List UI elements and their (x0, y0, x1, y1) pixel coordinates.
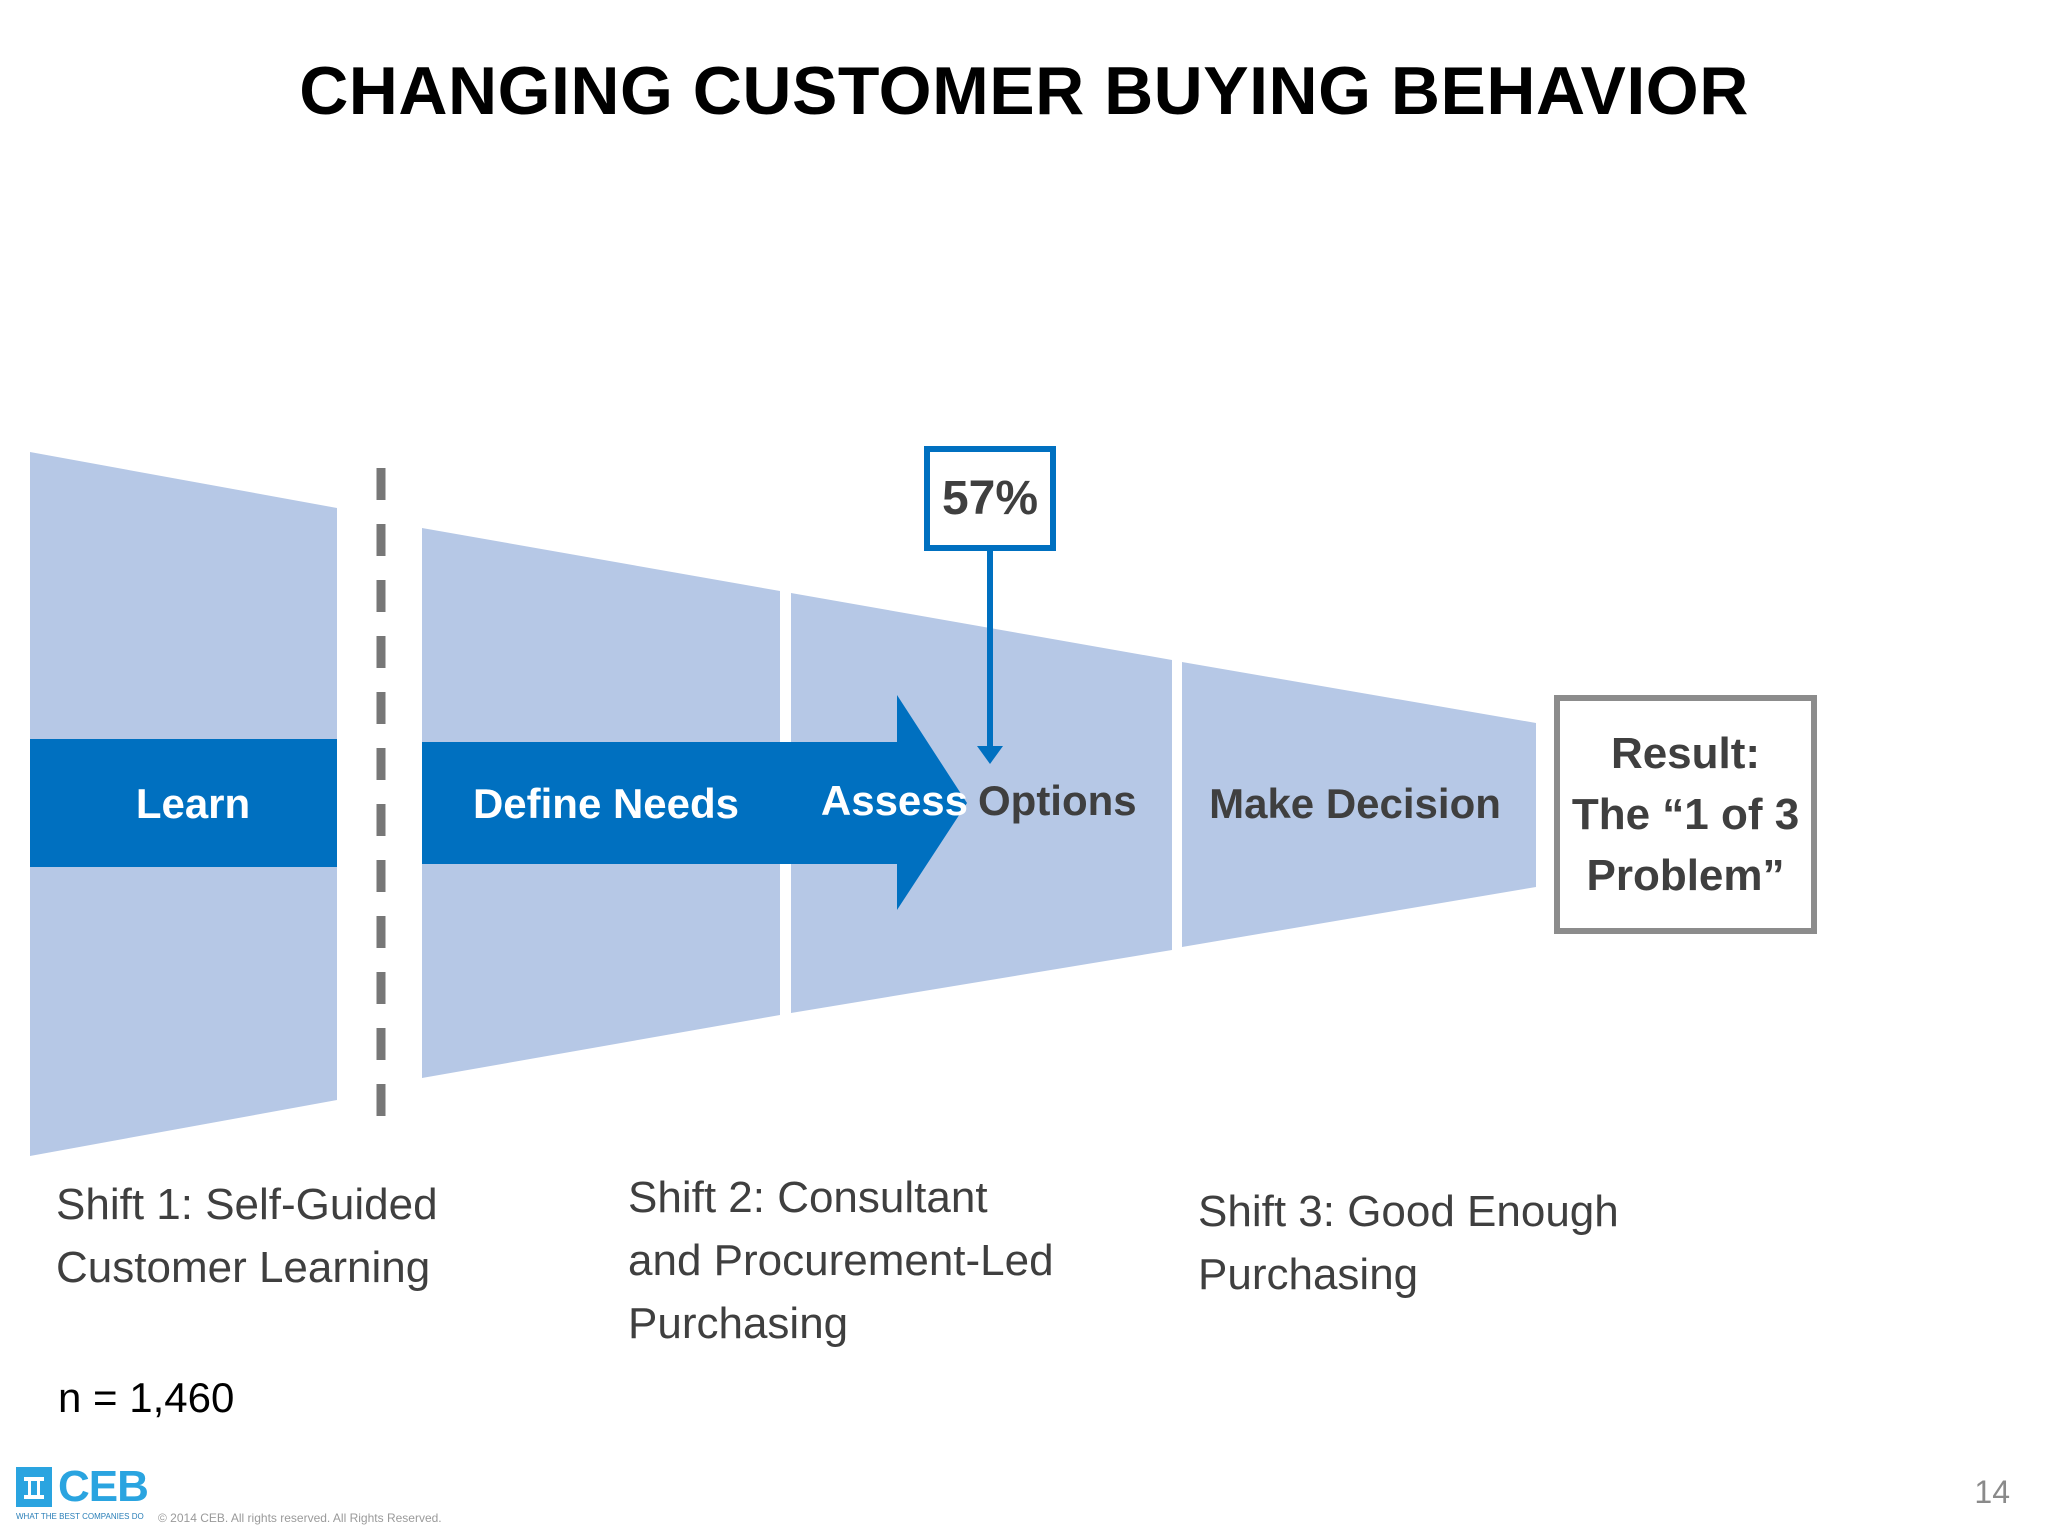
shift-2-caption: Shift 2: Consultant and Procurement-Led … (628, 1166, 1054, 1355)
stage-label-options: Options (978, 777, 1137, 824)
logo-text: CEB (58, 1462, 149, 1511)
ceb-logo: CEB (16, 1462, 149, 1512)
result-line-1: Result: (1610, 729, 1761, 778)
shift-2-line-2: and Procurement-Led (628, 1236, 1054, 1285)
shift-3-line-2: Purchasing (1198, 1250, 1419, 1299)
logo-tagline: WHAT THE BEST COMPANIES DO (16, 1512, 144, 1521)
copyright-notice: © 2014 CEB. All rights reserved. All Rig… (158, 1511, 442, 1525)
shift-1-line-1: Shift 1: Self-Guided (56, 1180, 438, 1229)
percent-callout: 57% (924, 446, 1056, 551)
sample-size: n = 1,460 (58, 1374, 235, 1421)
building-icon (16, 1467, 52, 1507)
shift-2-line-1: Shift 2: Consultant (628, 1173, 988, 1222)
shift-1-line-2: Customer Learning (56, 1243, 431, 1292)
slide-title: CHANGING CUSTOMER BUYING BEHAVIOR (299, 53, 1749, 129)
result-line-3: Problem” (1586, 851, 1785, 900)
page-number: 14 (1974, 1474, 2010, 1510)
shift-3-caption: Shift 3: Good Enough Purchasing (1198, 1180, 1619, 1306)
callout-arrowhead (977, 746, 1003, 764)
stage-label-define-needs: Define Needs (473, 780, 739, 827)
result-text: Result: The “1 of 3 Problem” (1572, 723, 1799, 906)
progress-arrow (422, 695, 967, 910)
shift-3-line-1: Shift 3: Good Enough (1198, 1187, 1619, 1236)
funnel-segment-assess-options (791, 593, 1172, 1013)
learn-bar (30, 739, 337, 867)
stage-label-assess: Assess (821, 777, 968, 824)
result-box: Result: The “1 of 3 Problem” (1554, 695, 1817, 934)
result-line-2: The “1 of 3 (1571, 790, 1800, 839)
stage-label-make-decision: Make Decision (1209, 780, 1501, 827)
shift-2-line-3: Purchasing (628, 1299, 849, 1348)
shift-1-caption: Shift 1: Self-Guided Customer Learning (56, 1173, 438, 1299)
stage-label-learn: Learn (136, 780, 250, 827)
funnel-segment-make-decision (1182, 662, 1536, 947)
